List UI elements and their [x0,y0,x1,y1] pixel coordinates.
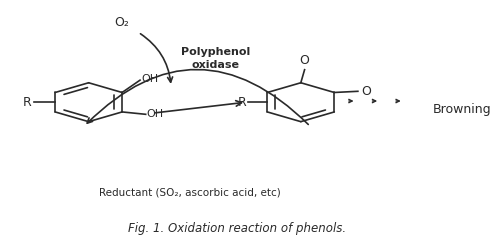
Text: R: R [238,96,246,109]
Text: Browning: Browning [433,103,492,116]
Text: OH: OH [146,109,164,119]
FancyArrowPatch shape [140,34,172,82]
Text: OH: OH [141,74,158,84]
Text: R: R [23,96,32,109]
Text: O: O [300,54,310,67]
Text: Fig. 1. Oxidation reaction of phenols.: Fig. 1. Oxidation reaction of phenols. [128,222,346,235]
Text: Polyphenol
oxidase: Polyphenol oxidase [182,47,250,70]
FancyArrowPatch shape [87,70,308,125]
Text: O: O [362,85,372,98]
Text: Reductant (SO₂, ascorbic acid, etc): Reductant (SO₂, ascorbic acid, etc) [99,187,281,197]
Text: O₂: O₂ [114,16,129,29]
